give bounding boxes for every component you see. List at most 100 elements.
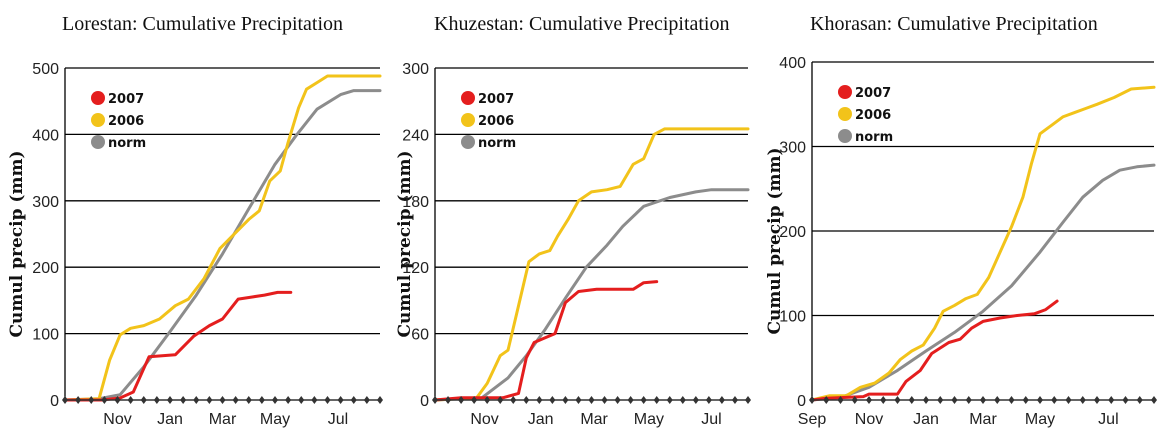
series-line-norm	[810, 163, 1156, 402]
x-axis-marker	[523, 396, 530, 404]
x-axis-marker	[1065, 396, 1072, 404]
chart-panel-khorasan: Khorasan: Cumulative Precipitation Cumul …	[762, 0, 1167, 433]
x-axis-marker	[298, 396, 305, 404]
chart-panel-lorestan: Lorestan: Cumulative Precipitation Cumul …	[0, 0, 392, 433]
series-line-2007	[433, 280, 659, 402]
legend-label-norm: norm	[478, 136, 516, 151]
y-tick-label: 400	[32, 127, 59, 144]
x-axis-marker	[258, 396, 265, 404]
x-axis-marker	[272, 396, 278, 404]
x-axis-marker	[75, 396, 82, 404]
x-axis-marker	[62, 396, 68, 404]
x-axis-marker	[1094, 396, 1100, 404]
x-axis-marker	[980, 396, 986, 404]
y-tick-label: 300	[779, 140, 806, 157]
x-tick-label: Nov	[470, 411, 498, 428]
y-tick-label: 400	[779, 55, 806, 72]
legend-label-2007: 2007	[855, 86, 891, 101]
x-axis-marker	[484, 396, 491, 404]
x-tick-label: Sep	[798, 411, 827, 428]
x-axis-marker	[908, 396, 915, 404]
x-axis-marker	[377, 396, 383, 404]
legend-label-2006: 2006	[855, 108, 891, 123]
x-tick-label: May	[260, 411, 290, 428]
x-axis-marker	[809, 396, 815, 404]
x-axis-marker	[1151, 396, 1157, 404]
x-tick-label: Jan	[528, 411, 554, 428]
x-tick-label: Jan	[913, 411, 939, 428]
series-line-2007	[810, 299, 1059, 402]
legend-label-2006: 2006	[108, 114, 144, 129]
y-tick-label: 180	[402, 194, 429, 211]
x-tick-label: Jan	[157, 411, 183, 428]
x-axis-marker	[193, 396, 200, 404]
legend-label-norm: norm	[108, 136, 146, 151]
x-tick-label: Nov	[103, 411, 131, 428]
x-axis-marker	[705, 396, 712, 404]
series-line-2007	[63, 290, 293, 402]
x-axis-marker	[350, 396, 357, 404]
x-axis-marker	[471, 396, 478, 404]
x-axis-marker	[88, 396, 95, 404]
legend-marker-2007	[91, 91, 105, 105]
x-axis-marker	[601, 396, 608, 404]
legend-marker-norm	[91, 135, 105, 149]
x-axis-marker	[1037, 396, 1043, 404]
x-axis-marker	[588, 396, 595, 404]
x-axis-marker	[127, 396, 134, 404]
x-axis-marker	[549, 396, 556, 404]
x-axis-marker	[627, 396, 634, 404]
x-axis-marker	[679, 396, 686, 404]
y-tick-label: 60	[411, 327, 429, 344]
legend-marker-2007	[461, 91, 475, 105]
legend-marker-norm	[461, 135, 475, 149]
legend-marker-norm	[838, 129, 852, 143]
x-axis-marker	[666, 396, 673, 404]
x-axis-marker	[866, 396, 872, 404]
y-axis-label: Cumul precip (mm)	[7, 151, 27, 338]
x-axis-marker	[562, 396, 569, 404]
y-tick-label: 100	[779, 309, 806, 326]
x-axis-marker	[1051, 396, 1058, 404]
chart-title: Khorasan: Cumulative Precipitation	[810, 13, 1098, 35]
x-axis-marker	[337, 396, 344, 404]
legend-label-2007: 2007	[478, 92, 514, 107]
x-axis-marker	[285, 396, 292, 404]
x-axis-marker	[951, 396, 958, 404]
series-line-2006	[63, 74, 382, 402]
chart-lorestan: Lorestan: Cumulative Precipitation Cumul …	[7, 13, 383, 428]
x-tick-label: May	[1025, 411, 1055, 428]
x-axis-marker	[180, 396, 187, 404]
chart-khuzestan: Khuzestan: Cumulative Precipitation Cumul…	[395, 13, 751, 428]
x-axis-marker	[823, 396, 830, 404]
legend-label-norm: norm	[855, 130, 893, 145]
x-axis-marker	[363, 396, 370, 404]
x-tick-label: Mar	[209, 411, 237, 428]
x-axis-marker	[894, 396, 901, 404]
x-axis-marker	[1136, 396, 1143, 404]
x-axis-marker	[1108, 396, 1115, 404]
y-tick-label: 240	[402, 127, 429, 144]
x-axis-marker	[153, 396, 160, 404]
legend-marker-2006	[461, 113, 475, 127]
x-axis-marker	[324, 396, 331, 404]
x-axis-marker	[837, 396, 844, 404]
legend-label-2007: 2007	[108, 92, 144, 107]
x-tick-label: May	[634, 411, 664, 428]
y-tick-label: 0	[420, 393, 429, 410]
x-axis-marker	[1122, 396, 1129, 404]
x-axis-marker	[718, 396, 725, 404]
series-line-2006	[810, 85, 1156, 402]
x-tick-label: Jul	[1098, 411, 1118, 428]
y-tick-label: 300	[402, 61, 429, 78]
x-axis-marker	[245, 396, 252, 404]
y-tick-label: 200	[779, 224, 806, 241]
y-axis-label: Cumul precip (mm)	[395, 151, 415, 338]
x-axis-marker	[101, 396, 108, 404]
series-line-2006	[433, 127, 750, 402]
chart-khorasan: Khorasan: Cumulative Precipitation Cumul …	[765, 13, 1157, 428]
x-axis-marker	[880, 396, 887, 404]
x-tick-label: Jul	[701, 411, 721, 428]
x-axis-marker	[965, 396, 972, 404]
legend-marker-2006	[838, 107, 852, 121]
